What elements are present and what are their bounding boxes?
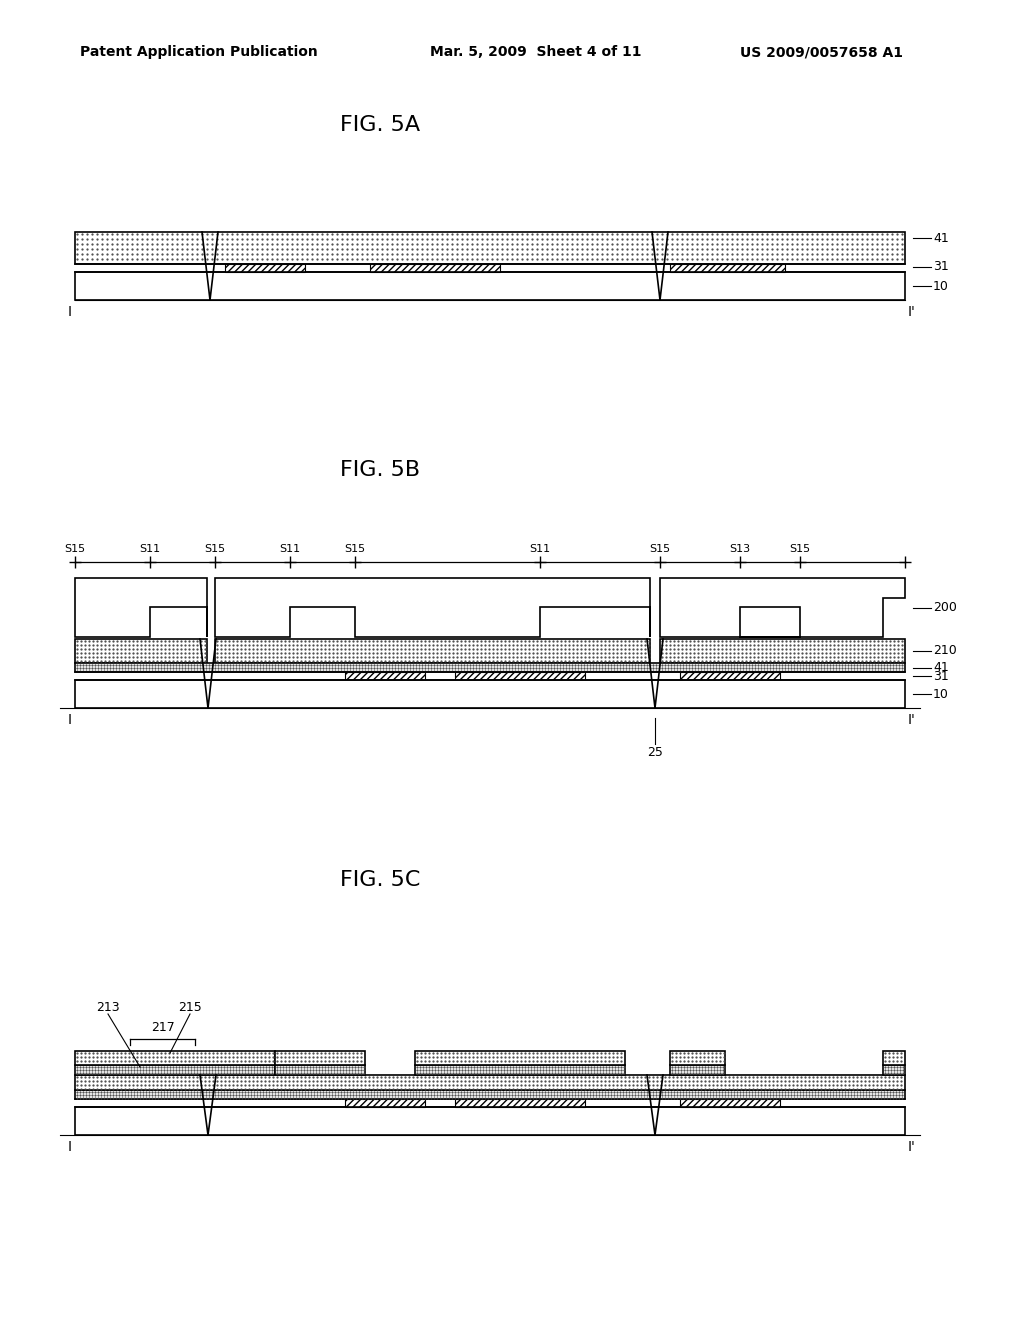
Text: S15: S15	[205, 544, 225, 554]
Text: 217: 217	[151, 1020, 174, 1034]
Bar	[370, 264, 500, 272]
Text: 200: 200	[933, 601, 956, 614]
Text: S15: S15	[790, 544, 811, 554]
Bar	[75, 1107, 905, 1135]
Bar	[455, 672, 585, 680]
Bar	[680, 672, 780, 680]
Text: 41: 41	[933, 231, 949, 244]
Text: 213: 213	[96, 1001, 120, 1014]
Text: 10: 10	[933, 280, 949, 293]
Bar	[75, 1074, 905, 1090]
Text: 31: 31	[933, 669, 949, 682]
Text: 10: 10	[933, 688, 949, 701]
Text: Mar. 5, 2009  Sheet 4 of 11: Mar. 5, 2009 Sheet 4 of 11	[430, 45, 641, 59]
Text: US 2009/0057658 A1: US 2009/0057658 A1	[740, 45, 903, 59]
Bar	[275, 1051, 365, 1065]
Bar	[75, 663, 905, 672]
Text: 215: 215	[178, 1001, 202, 1014]
Text: I': I'	[908, 713, 915, 727]
Text: I: I	[68, 1140, 72, 1154]
Bar	[345, 1100, 425, 1107]
Bar	[225, 264, 305, 272]
Text: S15: S15	[649, 544, 671, 554]
Text: S15: S15	[65, 544, 86, 554]
Bar	[75, 1065, 275, 1074]
Text: 25: 25	[647, 746, 663, 759]
Text: FIG. 5C: FIG. 5C	[340, 870, 421, 890]
Bar	[75, 272, 905, 300]
Text: 210: 210	[933, 644, 956, 657]
Bar	[670, 264, 785, 272]
Bar	[75, 1090, 905, 1100]
Bar	[75, 680, 905, 708]
Bar	[275, 1065, 365, 1074]
Text: I': I'	[908, 305, 915, 319]
Bar	[660, 639, 905, 663]
Text: FIG. 5A: FIG. 5A	[340, 115, 420, 135]
Text: I: I	[68, 305, 72, 319]
Bar	[75, 232, 905, 264]
Bar	[75, 639, 207, 663]
Text: FIG. 5B: FIG. 5B	[340, 459, 420, 480]
Text: I': I'	[908, 1140, 915, 1154]
Text: I: I	[68, 713, 72, 727]
Text: 31: 31	[933, 260, 949, 273]
Bar	[345, 672, 425, 680]
Polygon shape	[75, 578, 207, 638]
Text: 41: 41	[933, 661, 949, 675]
Bar	[670, 1065, 725, 1074]
Text: S11: S11	[529, 544, 551, 554]
Bar	[883, 1051, 905, 1065]
Bar	[75, 1051, 275, 1065]
Bar	[455, 1100, 585, 1107]
Bar	[215, 639, 650, 663]
Text: Patent Application Publication: Patent Application Publication	[80, 45, 317, 59]
Text: S11: S11	[139, 544, 161, 554]
Bar	[415, 1065, 625, 1074]
Text: S13: S13	[729, 544, 751, 554]
Text: S11: S11	[280, 544, 301, 554]
Bar	[670, 1051, 725, 1065]
Bar	[680, 1100, 780, 1107]
Polygon shape	[660, 578, 905, 638]
Text: S15: S15	[344, 544, 366, 554]
Polygon shape	[215, 578, 650, 638]
Bar	[883, 1065, 905, 1074]
Bar	[415, 1051, 625, 1065]
